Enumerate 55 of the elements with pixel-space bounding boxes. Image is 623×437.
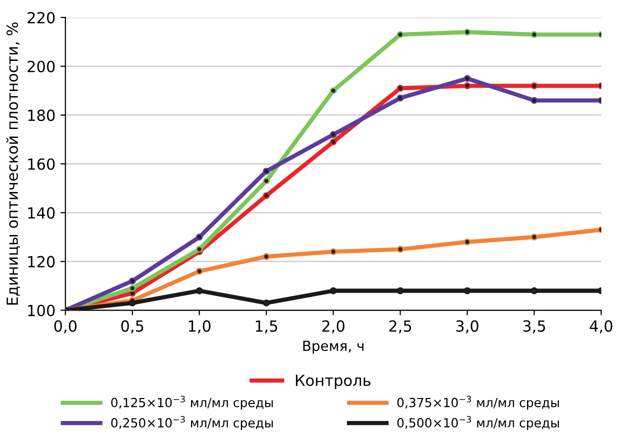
point [330,131,337,138]
x-tick-label: 2,5 [389,320,412,334]
x-tick-label: 2,0 [322,320,344,334]
legend-label: 0,500×10$^{−3}$ мл/мл среды [397,416,559,430]
point [196,268,203,275]
point [530,96,538,104]
x-tick-label: 3,5 [523,320,546,334]
point [128,299,136,306]
point [128,284,136,292]
y-axis-title: Единицы оптической плотности, % [6,22,20,305]
point [262,168,270,175]
x-axis-title: Время, ч [303,340,364,354]
y-tick-label: 220 [28,12,55,24]
y-tick-label: 160 [28,158,55,170]
point [262,299,270,306]
legend-label: Контроль [296,374,370,390]
point [530,287,538,294]
x-tick-label: 0,5 [121,320,144,334]
point [330,287,337,294]
point [330,248,337,256]
y-tick-label: 180 [28,110,55,122]
point [330,138,337,146]
y-tick-label: 140 [28,207,55,219]
point [262,253,270,260]
legend-label: 0,375×10$^{−3}$ мл/мл среды [397,396,559,410]
point [128,278,136,284]
point [464,82,471,90]
point [196,246,203,253]
y-tick-label: 120 [28,256,55,268]
x-tick-label: 1,0 [188,320,210,334]
y-tick-label: 200 [28,60,55,72]
point [464,28,471,36]
point [464,287,471,294]
point [396,94,404,102]
x-tick-label: 4,0 [590,320,612,334]
point [464,238,471,246]
x-tick-label: 1,5 [256,320,278,334]
point [396,31,404,38]
point [330,87,337,94]
point [262,192,270,200]
legend-label: 0,250×10$^{−3}$ мл/мл среды [111,416,273,430]
point [464,75,471,82]
point [196,234,203,241]
point [396,246,404,253]
legend-label: 0,125×10$^{−3}$ мл/мл среды [111,396,273,410]
point [396,287,404,294]
point [262,177,270,184]
point [396,84,404,92]
point [530,234,538,241]
y-tick-label: 100 [28,304,55,316]
point [530,82,538,90]
point [530,31,538,38]
x-tick-label: 0,0 [54,320,77,334]
x-tick-label: 3,0 [456,320,478,334]
point [196,287,203,294]
